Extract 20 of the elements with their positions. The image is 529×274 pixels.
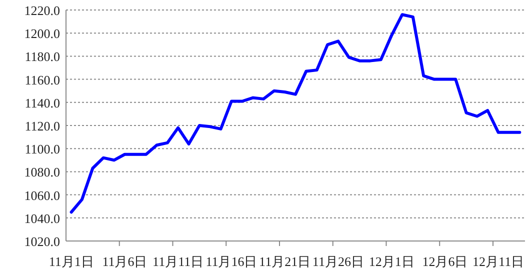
x-tick-label: 11月16日 xyxy=(206,254,258,269)
y-tick-label: 1120.0 xyxy=(24,118,60,134)
x-tick-label: 12月11日 xyxy=(472,254,524,269)
x-tick-label: 11月21日 xyxy=(259,254,311,269)
y-tick-label: 1180.0 xyxy=(24,49,60,64)
x-tick-label: 11月1日 xyxy=(48,254,94,269)
y-tick-label: 1020.0 xyxy=(24,234,60,249)
x-tick-label: 12月1日 xyxy=(368,254,414,269)
y-tick-label: 1080.0 xyxy=(24,164,60,180)
x-tick-label: 11月6日 xyxy=(102,254,148,269)
y-tick-label: 1160.0 xyxy=(24,72,60,88)
y-tick-label: 1040.0 xyxy=(24,210,60,226)
x-tick-label: 11月11日 xyxy=(152,254,204,269)
x-tick-label: 12月6日 xyxy=(422,254,468,269)
y-tick-label: 1100.0 xyxy=(24,142,60,157)
y-tick-label: 1200.0 xyxy=(24,26,60,42)
x-tick-label: 11月26日 xyxy=(312,254,364,269)
y-tick-label: 1140.0 xyxy=(24,95,60,110)
y-tick-label: 1220.0 xyxy=(24,3,60,18)
y-tick-label: 1060.0 xyxy=(24,188,60,203)
